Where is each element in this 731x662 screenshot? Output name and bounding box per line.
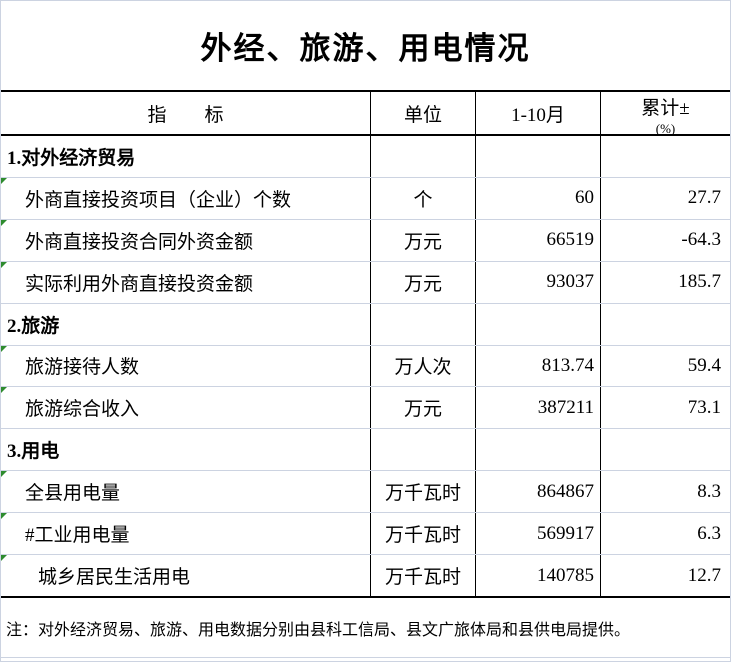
cell-indicator[interactable]: 2.旅游	[1, 303, 371, 345]
cell-pct[interactable]: 59.4	[687, 354, 721, 376]
table-row-tourism-revenue: 旅游综合收入 万元 387211 73.1	[1, 387, 730, 430]
table-title: 外经、旅游、用电情况	[200, 31, 531, 66]
cell-pct[interactable]	[601, 136, 730, 177]
table-row-residential-electricity: 城乡居民生活用电 万千瓦时 140785 12.7	[1, 555, 730, 596]
cell-indicator[interactable]: 全县用电量	[1, 471, 371, 513]
header-cell-cumulative[interactable]: 累计± (%)	[601, 92, 730, 134]
table-row-section-tourism: 2.旅游	[1, 303, 730, 346]
cell-pct[interactable]: 6.3	[697, 522, 721, 544]
table-row-county-electricity: 全县用电量 万千瓦时 864867 8.3	[1, 471, 730, 514]
table-row-industrial-electricity: #工业用电量 万千瓦时 569917 6.3	[1, 513, 730, 556]
table-row-tourist-arrivals: 旅游接待人数 万人次 813.74 59.4	[1, 345, 730, 388]
error-indicator-icon	[1, 261, 7, 268]
table-row-fdi-projects: 外商直接投资项目（企业）个数 个 60 27.7	[1, 177, 730, 220]
cell-value[interactable]: 569917	[476, 513, 601, 555]
table-row-fdi-contract: 外商直接投资合同外资金额 万元 66519 -64.3	[1, 219, 730, 262]
table-header-row: 指 标 单位 1-10月 累计± (%)	[1, 92, 730, 136]
cell-indicator[interactable]: 旅游接待人数	[1, 345, 371, 387]
cell-unit[interactable]	[371, 303, 476, 345]
cell-pct[interactable]	[601, 304, 730, 345]
cell-value[interactable]	[476, 136, 601, 177]
header-cell-period[interactable]: 1-10月	[476, 92, 601, 134]
cell-value[interactable]: 66519	[476, 219, 601, 261]
cell-value[interactable]: 813.74	[476, 345, 601, 387]
cell-unit[interactable]: 万千瓦时	[371, 555, 476, 596]
table-row-fdi-utilized: 实际利用外商直接投资金额 万元 93037 185.7	[1, 261, 730, 304]
header-cumulative-label: 累计±	[641, 98, 690, 119]
cell-indicator[interactable]: 实际利用外商直接投资金额	[1, 261, 371, 303]
cell-unit[interactable]: 万元	[371, 261, 476, 303]
table-row-section-electricity: 3.用电	[1, 429, 730, 472]
footnote-cell[interactable]: 注：对外经济贸易、旅游、用电数据分别由县科工信局、县文广旅体局和县供电局提供。	[1, 598, 730, 658]
cell-value[interactable]: 93037	[476, 261, 601, 303]
cell-indicator[interactable]: 3.用电	[1, 429, 371, 471]
cell-unit[interactable]: 万人次	[371, 345, 476, 387]
table-row-section-foreign-trade: 1.对外经济贸易	[1, 136, 730, 178]
cell-value[interactable]	[476, 429, 601, 471]
cell-value[interactable]: 60	[476, 177, 601, 219]
cell-indicator[interactable]: 1.对外经济贸易	[1, 136, 371, 177]
cell-value[interactable]	[476, 303, 601, 345]
cell-unit[interactable]: 万元	[371, 219, 476, 261]
cell-pct[interactable]: 12.7	[687, 564, 721, 586]
header-cumulative-percent-label: (%)	[655, 121, 676, 134]
cell-unit[interactable]: 万元	[371, 387, 476, 429]
cell-value[interactable]: 140785	[476, 555, 601, 596]
header-cell-indicator[interactable]: 指 标	[1, 92, 371, 134]
cell-indicator[interactable]: 外商直接投资项目（企业）个数	[1, 177, 371, 219]
cell-pct[interactable]: 27.7	[687, 187, 721, 209]
cell-indicator[interactable]: 城乡居民生活用电	[1, 555, 371, 596]
cell-unit[interactable]: 万千瓦时	[371, 513, 476, 555]
cell-indicator[interactable]: #工业用电量	[1, 513, 371, 555]
cell-unit[interactable]	[371, 136, 476, 177]
error-indicator-icon	[1, 177, 7, 184]
table-title-cell[interactable]: 外经、旅游、用电情况	[1, 1, 730, 92]
footnote-text: 注：对外经济贸易、旅游、用电数据分别由县科工信局、县文广旅体局和县供电局提供。	[6, 621, 631, 639]
cell-value[interactable]: 387211	[476, 387, 601, 429]
error-indicator-icon	[1, 471, 7, 478]
error-indicator-icon	[1, 555, 7, 562]
cell-unit[interactable]: 万千瓦时	[371, 471, 476, 513]
cell-pct[interactable]: -64.3	[681, 229, 721, 251]
cell-indicator[interactable]: 旅游综合收入	[1, 387, 371, 429]
cell-pct[interactable]: 73.1	[687, 396, 721, 418]
cell-unit[interactable]: 个	[371, 177, 476, 219]
cell-pct[interactable]	[601, 429, 730, 470]
cell-value[interactable]: 864867	[476, 471, 601, 513]
cell-pct[interactable]: 185.7	[678, 271, 721, 293]
error-indicator-icon	[1, 513, 7, 520]
error-indicator-icon	[1, 387, 7, 394]
header-cell-unit[interactable]: 单位	[371, 92, 476, 134]
cell-indicator[interactable]: 外商直接投资合同外资金额	[1, 219, 371, 261]
error-indicator-icon	[1, 219, 7, 226]
cell-unit[interactable]	[371, 429, 476, 471]
error-indicator-icon	[1, 345, 7, 352]
cell-pct[interactable]: 8.3	[697, 480, 721, 502]
table-body: 1.对外经济贸易 外商直接投资项目（企业）个数 个 60 27.7 外商直接投资…	[1, 136, 730, 598]
